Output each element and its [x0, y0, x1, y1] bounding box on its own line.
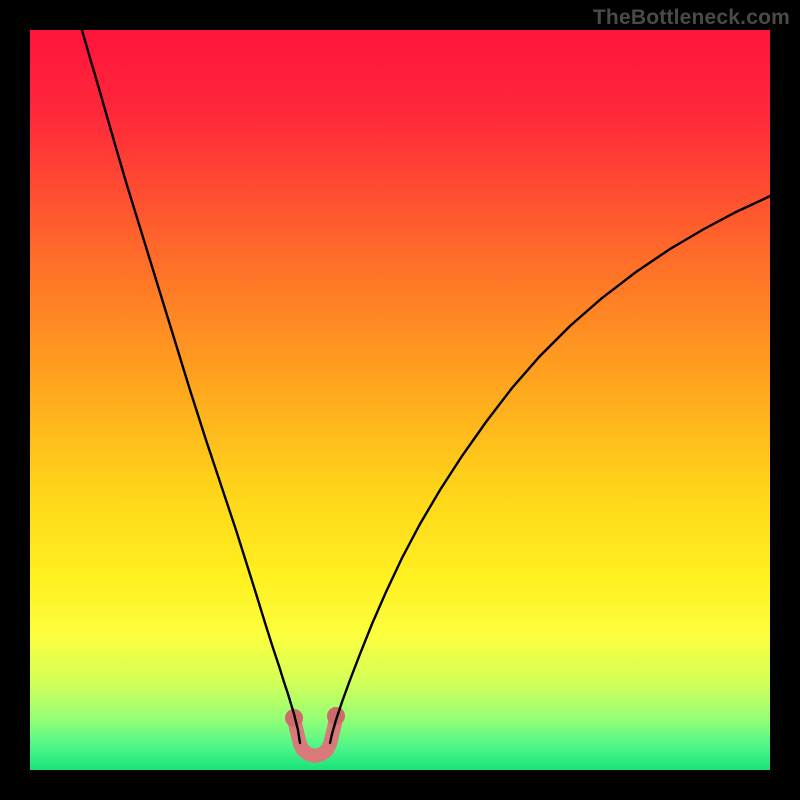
chart-frame: TheBottleneck.com	[0, 0, 800, 800]
plot-background	[30, 30, 770, 770]
plot-svg	[30, 30, 770, 770]
plot-area	[30, 30, 770, 770]
watermark-text: TheBottleneck.com	[593, 6, 790, 30]
